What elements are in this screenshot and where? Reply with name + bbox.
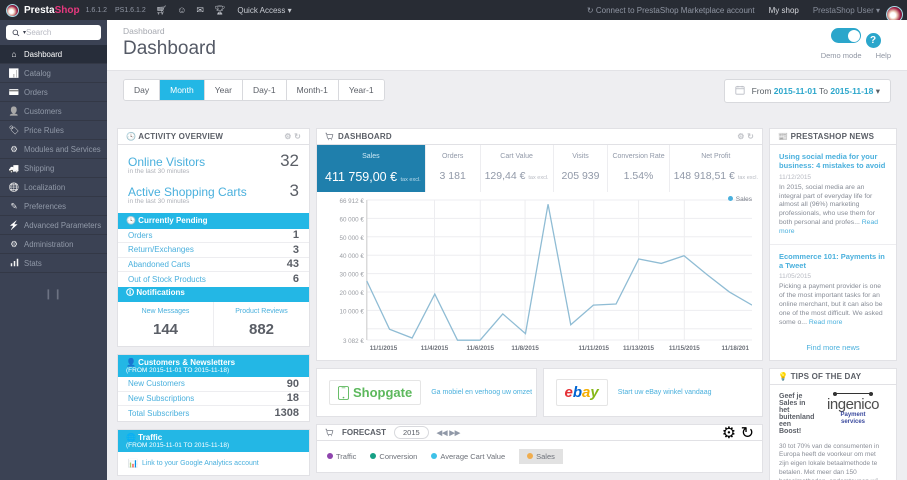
svg-text:11/4/2015: 11/4/2015	[421, 345, 449, 352]
svg-text:3 082 €: 3 082 €	[343, 338, 364, 345]
svg-text:11/8/2015: 11/8/2015	[511, 345, 539, 352]
svg-text:11/15/2015: 11/15/2015	[669, 345, 700, 352]
svg-text:10 000 €: 10 000 €	[339, 308, 364, 315]
svg-text:11/6/2015: 11/6/2015	[467, 345, 495, 352]
svg-text:50 000 €: 50 000 €	[339, 235, 364, 242]
svg-text:11/13/2015: 11/13/2015	[623, 345, 654, 352]
svg-text:40 000 €: 40 000 €	[339, 253, 364, 260]
svg-text:11/11/2015: 11/11/2015	[578, 345, 609, 352]
svg-text:30 000 €: 30 000 €	[339, 272, 364, 279]
svg-text:20 000 €: 20 000 €	[339, 290, 364, 297]
svg-text:11/18/201: 11/18/201	[722, 345, 750, 352]
svg-text:66 912 €: 66 912 €	[339, 198, 364, 205]
svg-text:60 000 €: 60 000 €	[339, 216, 364, 223]
svg-text:11/1/2015: 11/1/2015	[370, 345, 398, 352]
